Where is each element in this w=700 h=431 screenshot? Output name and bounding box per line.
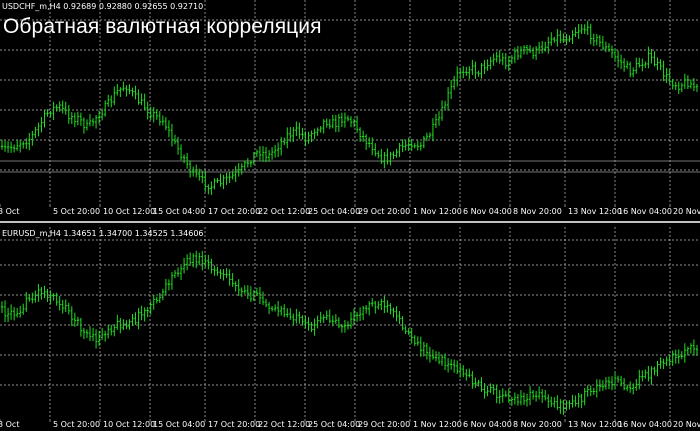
x-tick-label: 29 Oct 20:00	[358, 207, 410, 216]
x-tick-label: 29 Oct 20:00	[358, 420, 410, 429]
x-tick-label: 20 Nov	[673, 420, 700, 429]
x-tick-label: 3 Oct	[0, 420, 19, 429]
x-tick-label: 1 Nov 12:00	[413, 207, 462, 216]
x-tick-label: 22 Oct 12:00	[258, 420, 310, 429]
x-tick-label: 10 Oct 12:00	[103, 420, 155, 429]
x-tick-label: 16 Nov 04:00	[618, 207, 672, 216]
x-tick-label: 5 Oct 20:00	[53, 420, 100, 429]
x-tick-label: 15 Oct 04:00	[153, 207, 205, 216]
x-tick-label: 6 Nov 04:00	[463, 420, 512, 429]
usdchf-info-label: USDCHF_m,H4 0.92689 0.92880 0.92655 0.92…	[2, 2, 203, 11]
x-tick-label: 17 Oct 20:00	[208, 207, 260, 216]
chart-title: Обратная валютная корреляция	[3, 15, 322, 38]
x-tick-label: 5 Oct 20:00	[53, 207, 100, 216]
x-tick-label: 15 Oct 04:00	[153, 420, 205, 429]
x-tick-label: 6 Nov 04:00	[463, 207, 512, 216]
x-tick-label: 17 Oct 20:00	[208, 420, 260, 429]
x-tick-label: 13 Nov 12:00	[568, 207, 622, 216]
x-tick-label: 8 Nov 20:00	[513, 420, 562, 429]
x-tick-label: 3 Oct	[0, 207, 19, 216]
x-tick-label: 8 Nov 20:00	[513, 207, 562, 216]
x-tick-label: 25 Oct 04:00	[308, 207, 360, 216]
x-tick-label: 25 Oct 04:00	[308, 420, 360, 429]
x-tick-label: 16 Nov 04:00	[618, 420, 672, 429]
x-tick-label: 13 Nov 12:00	[568, 420, 622, 429]
x-tick-label: 10 Oct 12:00	[103, 207, 155, 216]
eurusd-info-label: EURUSD_m,H4 1.34651 1.34700 1.34525 1.34…	[2, 229, 204, 238]
x-tick-label: 20 Nov	[673, 207, 700, 216]
x-tick-label: 22 Oct 12:00	[258, 207, 310, 216]
x-tick-label: 1 Nov 12:00	[413, 420, 462, 429]
